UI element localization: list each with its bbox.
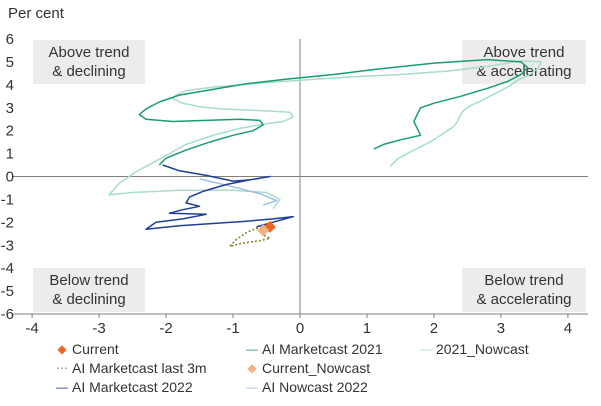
quadrant-bottom-left-label-2: & declining (52, 291, 125, 308)
x-tick-label-2: 2 (430, 320, 438, 337)
series-line-ai-marketcast-last-3m (228, 227, 271, 248)
x-tick-label-neg4: -4 (25, 320, 38, 337)
y-tick-label-neg2: -2 (1, 214, 14, 231)
quadrant-bottom-left-label-1: Below trend (49, 272, 128, 289)
x-tick-label-3: 3 (497, 320, 505, 337)
y-tick-label-neg1: -1 (1, 191, 14, 208)
y-tick-label-0: 0 (6, 169, 14, 186)
series-line-ai-marketcast-2022 (145, 164, 295, 230)
y-tick-label-neg4: -4 (1, 260, 14, 277)
y-tick-label-1: 1 (6, 146, 14, 163)
x-tick-label-4: 4 (564, 320, 572, 337)
quadrant-bottom-right-label-1: Below trend (484, 272, 563, 289)
y-tick-label-3: 3 (6, 100, 14, 117)
label-layer: Per cent (8, 5, 65, 22)
x-tick-label-0: 0 (296, 320, 304, 337)
quadrant-bottom-left-box (33, 268, 145, 312)
y-tick-label-6: 6 (6, 31, 14, 48)
quadrant-top-left-box (33, 40, 145, 84)
quadrant-top-left-label-1: Above trend (49, 44, 130, 61)
y-tick-label-neg3: -3 (1, 237, 14, 254)
y-tick-label-neg6: -6 (1, 306, 14, 323)
quadrant-top-right-label-1: Above trend (484, 44, 565, 61)
y-tick-label-5: 5 (6, 54, 14, 71)
y-tick-label-2: 2 (6, 123, 14, 140)
point-layer (257, 220, 276, 237)
point-marker-current-nowcast (257, 224, 270, 237)
x-tick-label-neg2: -2 (159, 320, 172, 337)
y-axis-title: Per cent (8, 5, 65, 22)
x-tick-label-neg3: -3 (92, 320, 105, 337)
quadrant-top-left-label-2: & declining (52, 63, 125, 80)
series-line-ai-nowcast-2022 (199, 178, 278, 206)
series-layer (108, 58, 542, 248)
quadrant-bottom-right-box (462, 268, 586, 312)
series-line-ai-marketcast-2021 (138, 58, 529, 166)
y-tick-label-neg5: -5 (1, 283, 14, 300)
quadrant-bottom-right-label-2: & accelerating (476, 291, 571, 308)
axis-layer: 6 5 4 3 2 1 0 -1 -2 -3 -4 -5 -6 -4 -3 -2 -1 0 1 2 3 4 (1, 31, 588, 337)
x-tick-label-neg1: -1 (226, 320, 239, 337)
x-tick-label-1: 1 (363, 320, 371, 337)
series-line-2021-nowcast (108, 60, 542, 210)
y-tick-label-4: 4 (6, 77, 14, 94)
